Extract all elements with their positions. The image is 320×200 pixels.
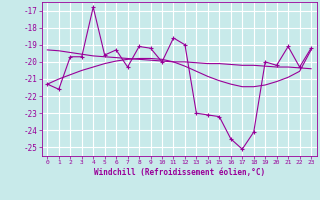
X-axis label: Windchill (Refroidissement éolien,°C): Windchill (Refroidissement éolien,°C) [94,168,265,177]
